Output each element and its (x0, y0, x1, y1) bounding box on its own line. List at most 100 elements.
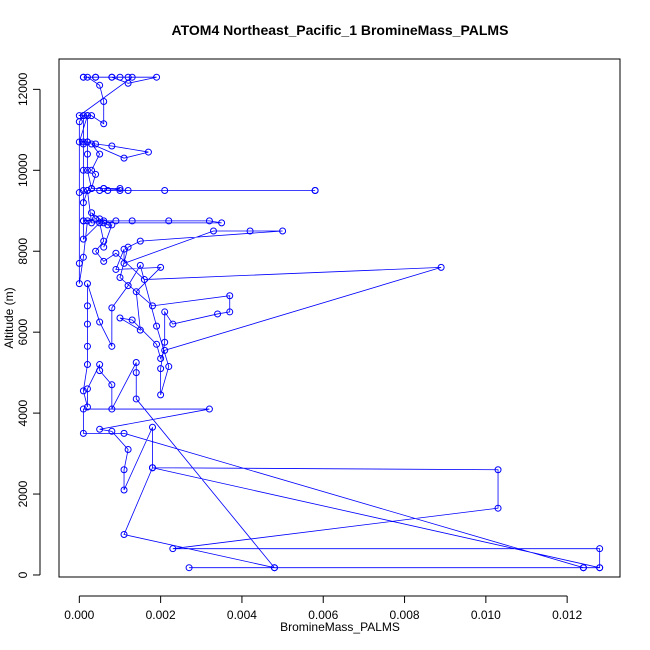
chart-title: ATOM4 Northeast_Pacific_1 BromineMass_PA… (172, 22, 509, 38)
x-tick-label: 0.004 (227, 608, 257, 622)
data-point (169, 545, 177, 553)
data-point (92, 215, 100, 223)
data-point (132, 288, 140, 296)
data-point (124, 282, 132, 290)
data-point (83, 187, 91, 195)
x-tick-label: 0.002 (146, 608, 176, 622)
y-axis: 0 2000 4000 6000 8000 10000 12000 (16, 72, 41, 578)
data-point (112, 249, 120, 257)
data-point (157, 365, 165, 373)
data-point (144, 148, 152, 156)
data-point (83, 138, 91, 146)
y-tick-label: 10000 (16, 153, 30, 187)
data-point (120, 245, 128, 253)
data-point (108, 342, 116, 350)
y-tick-label: 8000 (16, 238, 30, 265)
data-point (108, 73, 116, 81)
data-point (116, 185, 124, 192)
data-point (108, 221, 116, 229)
data-point (83, 361, 91, 369)
data-point (218, 219, 226, 227)
data-point (165, 217, 173, 225)
data-point (96, 361, 104, 369)
data-point (116, 73, 124, 81)
data-point (100, 257, 108, 265)
data-point (494, 504, 502, 512)
y-tick-label: 6000 (16, 318, 30, 345)
data-point (79, 138, 87, 146)
data-point (88, 185, 96, 192)
data-point (169, 320, 177, 328)
data-point (165, 363, 173, 371)
data-point (79, 235, 87, 243)
data-point (83, 403, 91, 411)
data-point (120, 154, 128, 162)
data-point (75, 138, 83, 146)
data-point (79, 387, 87, 395)
data-point (132, 369, 140, 377)
y-tick-label: 12000 (16, 72, 30, 106)
data-point (270, 564, 278, 572)
data-point (596, 564, 604, 572)
data-point (161, 308, 169, 316)
data-point (214, 310, 222, 318)
data-point (209, 227, 217, 235)
data-point (116, 314, 124, 322)
data-point (79, 73, 87, 81)
data-point (79, 166, 87, 174)
data-point (108, 405, 116, 413)
data-point (83, 166, 91, 174)
series-layer (75, 73, 604, 572)
data-point (205, 405, 213, 413)
data-point (79, 187, 87, 195)
data-point (596, 545, 604, 553)
data-point (92, 140, 100, 148)
data-point (161, 338, 169, 346)
data-point (88, 112, 96, 120)
data-point (88, 219, 96, 227)
x-axis: 0.000 0.002 0.004 0.006 0.008 0.010 0.012 (64, 595, 582, 622)
data-point (79, 405, 87, 413)
data-point (153, 322, 161, 330)
data-point (79, 217, 87, 225)
data-point (161, 346, 169, 354)
data-point (153, 73, 161, 81)
plot-frame (58, 58, 621, 578)
data-point (132, 395, 140, 403)
data-point (132, 359, 140, 367)
data-point (100, 219, 108, 227)
data-point (88, 166, 96, 174)
data-point (246, 227, 254, 235)
data-point (92, 170, 100, 178)
data-point (83, 320, 91, 328)
x-tick-label: 0.012 (552, 608, 582, 622)
data-point (83, 150, 91, 158)
data-point (104, 221, 112, 229)
data-point (120, 486, 128, 494)
data-point (124, 446, 132, 454)
data-point (161, 187, 169, 195)
data-point (83, 112, 91, 120)
data-point (83, 217, 91, 225)
data-point (108, 427, 116, 435)
data-point (108, 381, 116, 389)
data-point (128, 217, 136, 225)
data-point (92, 73, 100, 81)
data-point (120, 466, 128, 474)
data-point (136, 261, 144, 269)
data-point (83, 342, 91, 350)
y-tick-label: 0 (16, 571, 30, 578)
data-point (88, 209, 96, 217)
data-point (75, 259, 83, 267)
data-point (205, 217, 213, 225)
data-point (100, 97, 108, 105)
y-tick-label: 4000 (16, 399, 30, 426)
data-point (92, 247, 100, 255)
x-tick-label: 0.008 (390, 608, 420, 622)
data-point (96, 150, 104, 158)
data-point (75, 280, 83, 288)
data-point (96, 187, 104, 195)
data-point (79, 253, 87, 261)
data-point (120, 259, 128, 267)
data-point (149, 302, 156, 310)
